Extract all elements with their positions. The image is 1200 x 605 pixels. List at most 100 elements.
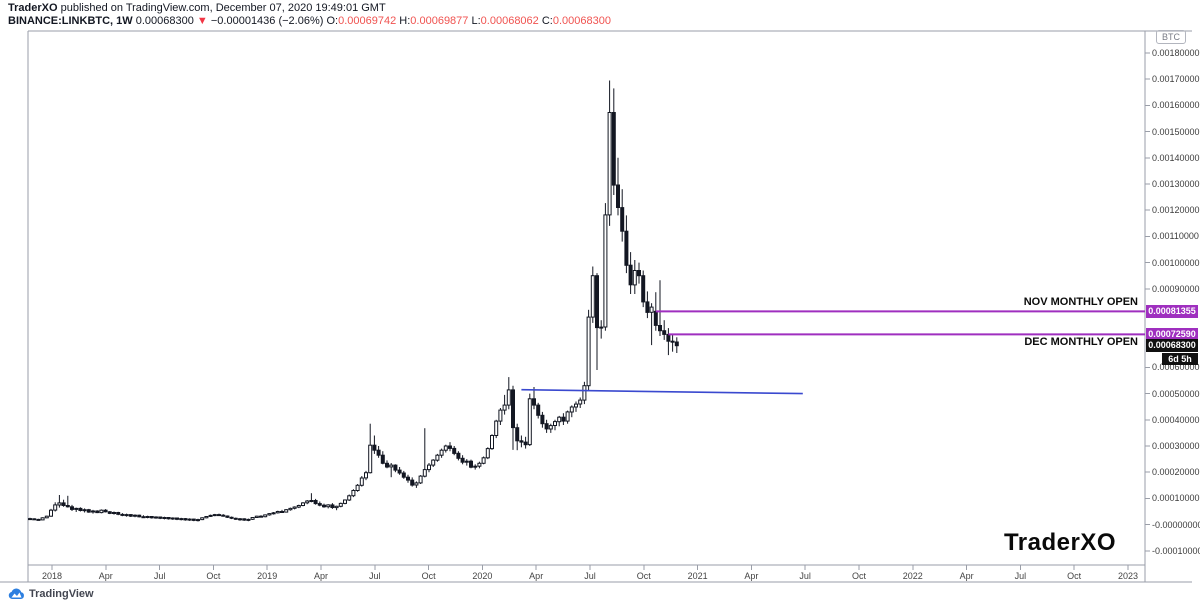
candle-up bbox=[355, 484, 360, 491]
candle-up bbox=[53, 504, 58, 511]
symbol-name: BINANCE:LINKBTC, 1W bbox=[8, 15, 133, 27]
candle-up bbox=[574, 403, 578, 408]
time-tick-label: Oct bbox=[636, 571, 651, 581]
time-tick-label: Apr bbox=[744, 571, 759, 581]
candle-up bbox=[368, 444, 373, 474]
candle-up bbox=[284, 509, 289, 513]
candle-down bbox=[401, 472, 406, 478]
candle-down bbox=[637, 270, 641, 277]
candle-up bbox=[477, 462, 482, 467]
candle-up bbox=[334, 505, 339, 509]
candle-up bbox=[427, 464, 431, 471]
open-value: 0.00069742 bbox=[338, 15, 397, 27]
candle-down bbox=[149, 516, 154, 519]
candle-up bbox=[586, 316, 591, 387]
high-value: 0.00069877 bbox=[410, 15, 469, 27]
candle-up bbox=[250, 517, 255, 520]
time-tick-label: Jul bbox=[1014, 571, 1027, 581]
bar-countdown-chip: 6d 5h bbox=[1162, 352, 1198, 365]
candle-up bbox=[309, 500, 314, 502]
candle-up bbox=[498, 409, 503, 422]
candle-up bbox=[359, 477, 364, 486]
tradingview-logo-text: TradingView bbox=[29, 588, 94, 600]
candle-up bbox=[200, 517, 205, 521]
candle-up bbox=[49, 509, 53, 517]
candle-up bbox=[124, 514, 129, 517]
candle-down bbox=[670, 340, 675, 343]
candle-up bbox=[238, 518, 242, 521]
candle-down bbox=[624, 230, 629, 266]
candle-up bbox=[364, 472, 368, 479]
price-tick-label: 0.00010000 bbox=[1152, 493, 1200, 504]
candle-up bbox=[301, 502, 305, 506]
candle-up bbox=[91, 510, 95, 513]
price-tick-label: 0.00050000 bbox=[1152, 388, 1200, 399]
candle-up bbox=[292, 506, 297, 509]
candle-up bbox=[502, 404, 507, 411]
price-tick-label: -0.00000000 bbox=[1152, 519, 1200, 530]
price-tick-label: 0.00160000 bbox=[1152, 100, 1200, 111]
close-value: 0.00068300 bbox=[552, 15, 611, 27]
candle-down bbox=[380, 454, 385, 464]
time-tick-label: 2019 bbox=[257, 571, 278, 581]
candle-down bbox=[653, 310, 658, 326]
candle-down bbox=[175, 517, 179, 520]
time-tick-label: 2020 bbox=[472, 571, 493, 581]
time-tick-label: 2023 bbox=[1117, 571, 1139, 581]
candle-up bbox=[490, 435, 494, 450]
candle-up bbox=[263, 514, 268, 518]
candle-down bbox=[61, 502, 66, 506]
price-tick-label: 0.00020000 bbox=[1152, 467, 1200, 478]
candle-down bbox=[78, 507, 83, 511]
candle-down bbox=[376, 449, 381, 456]
candle-up bbox=[40, 517, 45, 521]
candle-up bbox=[506, 389, 511, 406]
candle-down bbox=[448, 445, 452, 449]
candle-down bbox=[645, 301, 650, 313]
tradingview-footer[interactable]: TradingView bbox=[8, 588, 94, 600]
candle-down bbox=[532, 398, 536, 406]
high-label: H: bbox=[399, 15, 411, 27]
candle-up bbox=[565, 411, 570, 422]
candle-down bbox=[330, 504, 335, 508]
candle-down bbox=[544, 423, 549, 430]
candle-up bbox=[296, 505, 301, 508]
candle-down bbox=[128, 514, 133, 517]
candle-down bbox=[322, 504, 326, 508]
candle-up bbox=[473, 465, 478, 468]
symbol-last-price: 0.00068300 bbox=[135, 15, 194, 27]
candle-down bbox=[641, 275, 646, 303]
time-tick-label: Jul bbox=[799, 571, 811, 581]
candle-down bbox=[70, 506, 74, 510]
time-tick-label: Oct bbox=[851, 571, 867, 581]
candle-down bbox=[620, 207, 625, 232]
candle-down bbox=[225, 515, 230, 518]
candle-down bbox=[137, 514, 142, 518]
time-tick-label: Oct bbox=[1067, 571, 1082, 581]
candle-down bbox=[536, 404, 541, 416]
candle-up bbox=[343, 499, 347, 504]
candle-down bbox=[120, 513, 125, 516]
candle-down bbox=[523, 441, 528, 446]
time-tick-label: Apr bbox=[98, 571, 113, 581]
tradingview-logo-icon bbox=[8, 588, 24, 599]
candle-down bbox=[515, 427, 520, 442]
candle-up bbox=[267, 513, 272, 516]
time-tick-label: Apr bbox=[959, 571, 974, 581]
candle-up bbox=[288, 507, 293, 511]
time-tick-label: Apr bbox=[529, 571, 544, 581]
candle-down bbox=[456, 452, 461, 459]
candle-down bbox=[141, 516, 146, 519]
candle-up bbox=[133, 514, 137, 517]
open-label: O: bbox=[326, 15, 339, 27]
candle-up bbox=[170, 517, 175, 520]
time-tick-label: Oct bbox=[206, 571, 221, 581]
candle-up bbox=[557, 416, 562, 423]
trendline-support bbox=[521, 388, 803, 395]
chart-header: TraderXO published on TradingView.com, D… bbox=[8, 2, 611, 27]
candle-up bbox=[418, 475, 423, 484]
candlestick-series bbox=[28, 80, 679, 522]
candle-down bbox=[95, 510, 100, 514]
